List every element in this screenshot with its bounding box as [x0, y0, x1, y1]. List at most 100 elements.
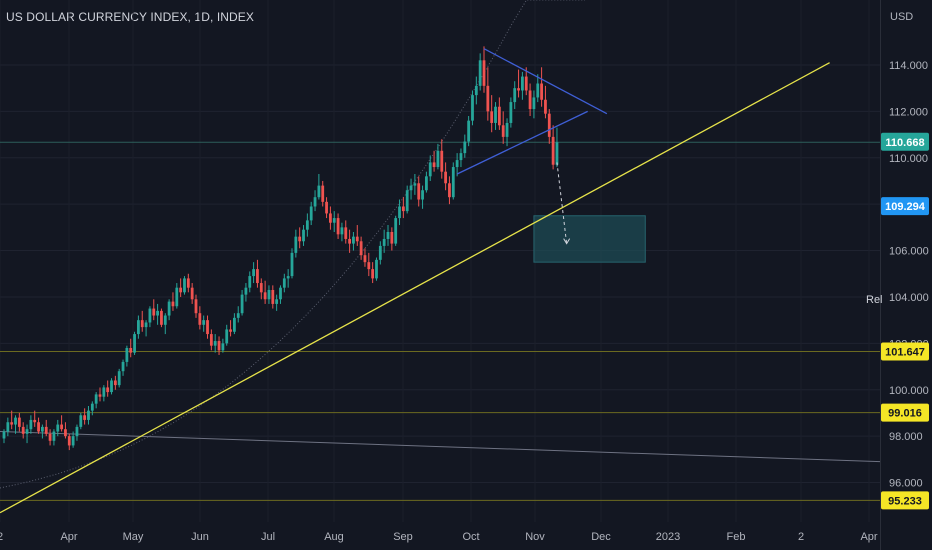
candle-body: [371, 269, 375, 279]
candle-body: [321, 185, 325, 202]
price-badge-text: 109.294: [885, 201, 926, 213]
candle-body: [352, 236, 355, 244]
candle-body: [394, 218, 398, 244]
candle-body: [248, 276, 252, 288]
price-badge-text: 95.233: [888, 495, 922, 507]
candle-body: [41, 426, 44, 432]
candle-body: [60, 424, 63, 430]
candle-body: [375, 259, 378, 279]
price-tick-label: 98.000: [889, 431, 923, 443]
candle-body: [459, 153, 463, 161]
candle-body: [517, 88, 520, 91]
candle-body: [348, 238, 351, 244]
candle-body: [52, 431, 56, 441]
price-badge-text: 99.016: [888, 408, 922, 420]
candle-body: [482, 60, 486, 86]
time-tick-label: Nov: [525, 531, 545, 543]
candle-body: [398, 206, 401, 219]
candle-body: [386, 232, 390, 239]
candle-body: [382, 238, 386, 246]
time-tick-label: Sep: [393, 531, 413, 543]
candle-body: [137, 320, 140, 335]
candle-body: [14, 417, 17, 425]
price-axis-separator: [880, 0, 881, 550]
time-tick-label: May: [123, 531, 144, 543]
candle-body: [478, 60, 482, 86]
yellow-support-trendline: [0, 62, 830, 514]
candle-body: [202, 320, 206, 325]
candle-body: [217, 341, 221, 351]
candle-body: [279, 287, 282, 300]
candle-body: [106, 387, 110, 393]
candle-body: [64, 429, 67, 437]
projected-path-arrow: [556, 162, 568, 244]
candle-body: [144, 322, 148, 328]
price-badge-level-1: [881, 342, 929, 361]
candle-body: [267, 290, 271, 300]
candle-body: [486, 85, 490, 112]
candle-body: [536, 83, 540, 98]
candle-body: [401, 206, 405, 212]
price-tick-label: 96.000: [889, 478, 923, 490]
candle-body: [367, 262, 371, 270]
candle-body: [432, 162, 436, 168]
candle-body: [501, 125, 505, 137]
candle-body: [440, 150, 444, 172]
candle-body: [497, 106, 501, 126]
candle-body: [140, 320, 144, 328]
candle-body: [505, 122, 509, 137]
candle-body: [129, 348, 133, 353]
candle-body: [2, 431, 6, 439]
candle-body: [190, 287, 194, 300]
candle-body: [160, 310, 163, 325]
candle-body: [256, 269, 259, 284]
candle-body: [83, 415, 87, 420]
candle-body: [194, 299, 198, 314]
currency-label: USD: [890, 11, 913, 23]
candle-body: [317, 185, 321, 198]
candle-body: [409, 185, 413, 191]
time-tick-label: Apr: [60, 531, 77, 543]
candle-body: [378, 245, 382, 260]
price-badge-level-2: [881, 403, 929, 422]
chart-title: US DOLLAR CURRENCY INDEX, 1D, INDEX: [6, 10, 254, 24]
price-tick-label: 100.000: [889, 385, 929, 397]
price-badge-last-price: [881, 132, 929, 151]
candle-body: [451, 167, 455, 198]
candle-body: [198, 313, 202, 325]
candle-body: [390, 232, 394, 244]
candle-body: [421, 190, 424, 200]
candle-body: [467, 120, 471, 142]
candle-body: [494, 106, 497, 123]
arrow-head-icon: [563, 238, 571, 245]
candle-body: [325, 201, 328, 214]
candle-body: [56, 424, 60, 432]
candle-body: [275, 299, 279, 304]
price-tick-label: 112.000: [889, 106, 928, 118]
candle-body: [110, 380, 113, 393]
candle-body: [540, 83, 543, 100]
candle-body: [225, 329, 229, 344]
candle-body: [417, 183, 421, 200]
candle-body: [209, 334, 213, 346]
candle-body: [271, 290, 275, 304]
price-badge-second-price: [881, 197, 929, 216]
projection-box: [533, 215, 646, 263]
candle-body: [133, 334, 136, 353]
candle-body: [332, 218, 336, 223]
candle-body: [94, 394, 98, 404]
candle-body: [221, 343, 225, 351]
candle-body: [309, 206, 313, 221]
candle-body: [286, 276, 290, 279]
candle-body: [75, 426, 79, 437]
candle-body: [206, 320, 209, 335]
candle-body: [117, 371, 121, 386]
candle-body: [405, 190, 409, 212]
candle-body: [252, 269, 255, 277]
candle-body: [102, 387, 106, 397]
candle-body: [359, 241, 363, 256]
candle-body: [148, 308, 152, 323]
price-tick-label: 106.000: [889, 246, 929, 258]
candle-body: [513, 88, 517, 103]
